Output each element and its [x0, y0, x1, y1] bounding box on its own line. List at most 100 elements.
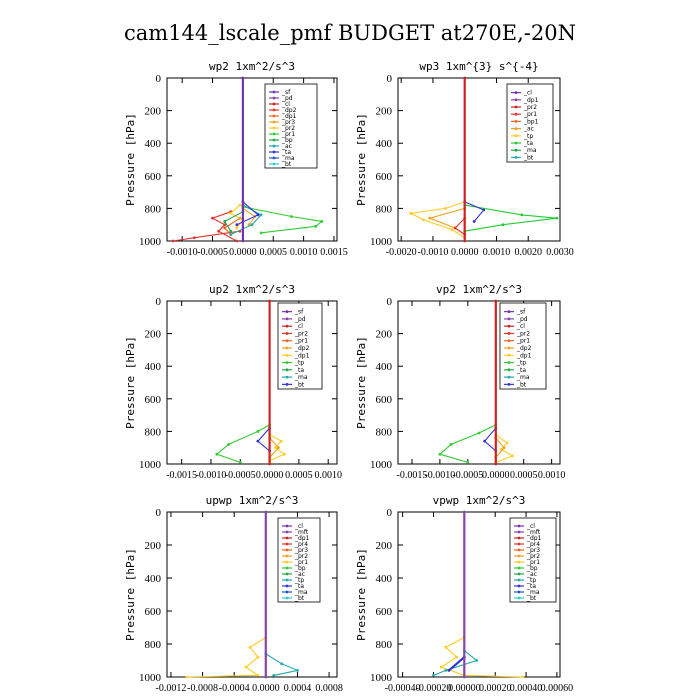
legend-marker — [285, 530, 289, 534]
chart-panel-4: vp2 1xm^2/s^3 Pressure [hPa] 0 200 400 600 800… — [355, 283, 565, 481]
legend-marker — [285, 566, 289, 570]
y-tick-label: 600 — [376, 394, 393, 406]
y-tick-label: 1000 — [370, 459, 393, 471]
legend-label: _ma — [281, 155, 295, 162]
panels-group: wp2 1xm^2/s^3 Pressure [hPa] 0 200 400 600 800… — [124, 60, 574, 694]
legend-label: _pr1 — [523, 111, 537, 118]
legend-label: _bp — [526, 565, 538, 572]
legend-label: _pr2 — [281, 125, 295, 132]
legend-marker — [272, 102, 276, 106]
legend-marker — [272, 162, 276, 166]
legend-marker — [517, 524, 521, 528]
y-tick-label: 400 — [376, 138, 393, 150]
legend-marker — [285, 332, 289, 335]
series-point — [268, 299, 271, 303]
y-tick-label: 200 — [145, 329, 162, 341]
series-point — [250, 223, 254, 227]
series-point — [227, 443, 230, 446]
y-tick-label: 0 — [387, 507, 393, 519]
series-point — [520, 213, 524, 217]
series-point — [447, 669, 451, 672]
y-tick-label: 800 — [376, 426, 393, 438]
series-point — [171, 239, 175, 243]
legend-marker — [514, 141, 518, 145]
series-line-1 — [408, 201, 465, 239]
legend-marker — [285, 572, 289, 576]
series-point — [229, 229, 233, 233]
legend-label: _cl — [516, 323, 525, 330]
series-point — [274, 446, 277, 450]
series-point — [272, 673, 276, 677]
x-tick-label: 0.0015 — [320, 247, 348, 258]
series-line-4 — [483, 427, 497, 452]
series-line-4 — [257, 427, 271, 452]
series-point — [268, 462, 271, 466]
legend-marker — [285, 596, 289, 600]
chart-panel-1: wp2 1xm^2/s^3 Pressure [hPa] 0 200 400 600 800… — [124, 60, 348, 258]
y-tick-label: 800 — [376, 203, 393, 215]
series-point — [264, 510, 268, 514]
series-line-4 — [464, 201, 485, 222]
series-point — [494, 462, 498, 466]
legend-label: _ma — [294, 374, 308, 381]
x-tick-label: -0.0010 — [196, 470, 227, 481]
x-tick-label: 0.00020 — [479, 683, 512, 694]
series-point — [439, 665, 443, 669]
legend-marker — [272, 120, 276, 124]
legend-marker — [272, 150, 276, 154]
y-axis-label: Pressure [hPa] — [355, 336, 368, 429]
series-point — [296, 669, 299, 672]
legend-label: _dp1 — [281, 113, 297, 120]
x-tick-label: 0.00000 — [448, 683, 481, 694]
series-point — [505, 441, 509, 445]
plot-frame — [166, 300, 338, 465]
series-point — [248, 645, 252, 649]
series-point — [463, 76, 467, 80]
series-point — [259, 231, 263, 235]
legend-label: _dp1 — [294, 352, 310, 359]
legend-marker — [272, 138, 276, 142]
legend-label: _ta — [294, 583, 304, 590]
legend-label: _pr2 — [523, 104, 537, 111]
series-point — [450, 228, 454, 231]
legend-marker — [285, 548, 289, 552]
plot-frame — [397, 300, 561, 465]
legend-label: _tp — [516, 360, 526, 367]
series-point — [259, 213, 263, 217]
y-tick-label: 400 — [376, 361, 393, 373]
legend-marker — [272, 114, 276, 118]
legend-label: _bt — [281, 161, 292, 168]
y-tick-label: 0 — [156, 507, 162, 519]
legend-marker — [285, 339, 289, 343]
legend-label: _tp — [294, 360, 304, 367]
plot-frame — [166, 77, 338, 242]
y-tick-label: 200 — [145, 540, 162, 552]
series-point — [241, 76, 245, 80]
legend-marker — [514, 112, 518, 116]
x-tick-label: -0.0010 — [167, 247, 198, 258]
legend-label: _mft — [526, 529, 541, 536]
legend-label: _pr3 — [281, 119, 295, 126]
legend-marker — [285, 554, 289, 558]
series-point — [238, 203, 242, 207]
y-tick-label: 200 — [376, 106, 393, 118]
series-line-2 — [269, 434, 286, 462]
series-point — [223, 220, 227, 223]
legend-label: _sf — [294, 309, 304, 316]
y-tick-label: 1000 — [139, 459, 162, 471]
legend-marker — [514, 148, 518, 152]
plot-frame — [397, 77, 561, 242]
legend-marker — [507, 324, 511, 328]
series-point — [229, 211, 233, 215]
series-point — [453, 226, 457, 230]
legend-label: _pr1 — [294, 338, 308, 345]
series-point — [432, 673, 435, 677]
legend-marker — [517, 566, 521, 570]
legend-label: _sf — [516, 309, 526, 316]
series-point — [256, 213, 260, 217]
legend-label: _pr1 — [281, 131, 295, 138]
legend-marker — [285, 368, 289, 372]
x-tick-label: 0.0030 — [546, 247, 574, 258]
legend-box — [499, 302, 547, 390]
